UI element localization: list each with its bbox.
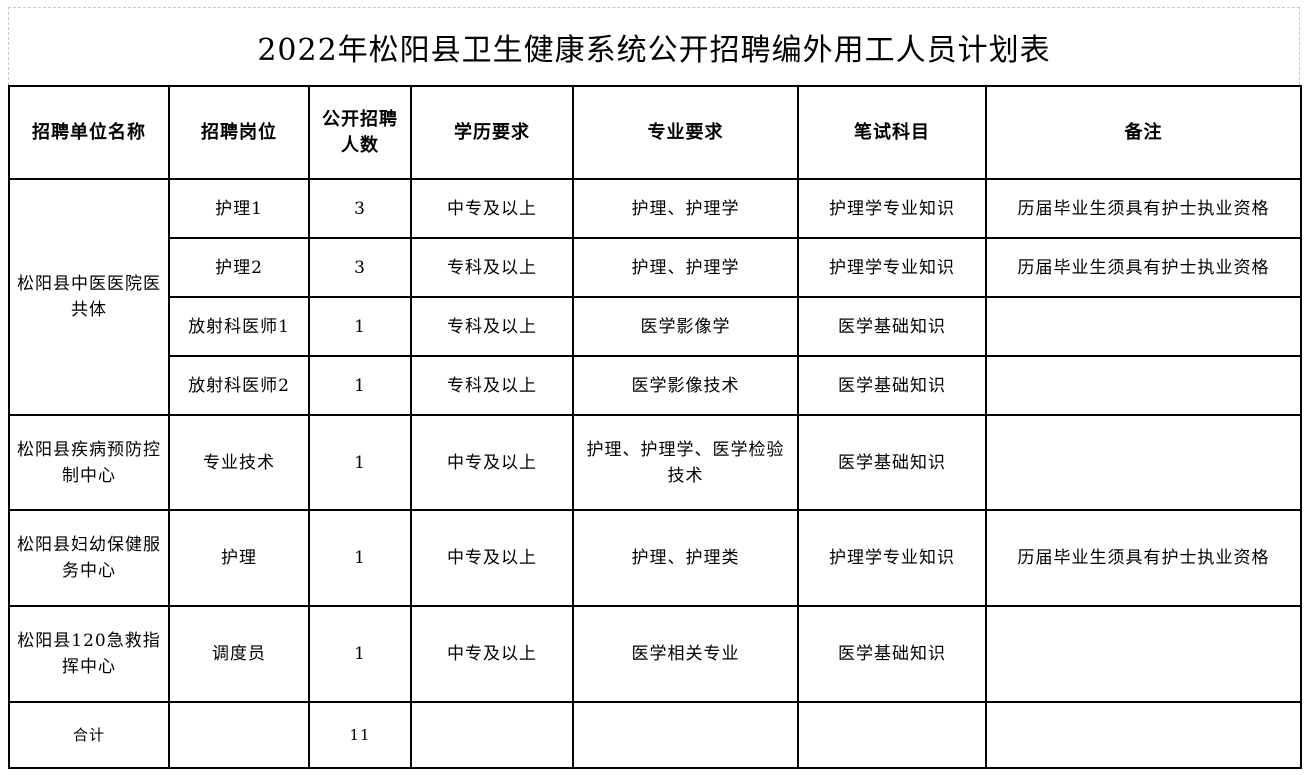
major-cell: 护理、护理学 (572, 237, 799, 298)
count-cell: 3 (308, 237, 412, 298)
count-cell: 1 (308, 605, 412, 703)
table-row: 松阳县妇幼保健服务中心 护理 1 中专及以上 护理、护理类 护理学专业知识 历届毕业生须具有… (8, 509, 1302, 607)
position-cell: 护理2 (168, 237, 310, 298)
table-row: 放射科医师1 1 专科及以上 医学影像学 医学基础知识 (9, 296, 1302, 357)
empty-cell (985, 701, 1302, 769)
empty-cell (797, 701, 987, 769)
note-cell: 历届毕业生须具有护士执业资格 (985, 237, 1302, 298)
table-row: 松阳县120急救指挥中心 调度员 1 中专及以上 医学相关专业 医学基础知识 (8, 605, 1302, 703)
note-cell: 历届毕业生须具有护士执业资格 (985, 178, 1302, 239)
table-row: 松阳县中医医院医共体 护理1 3 中专及以上 护理、护理学 护理学专业知识 历届毕业生须具有… (8, 178, 1302, 416)
header-note: 备注 (985, 85, 1302, 180)
major-cell: 医学影像学 (572, 296, 799, 357)
position-cell: 放射科医师1 (168, 296, 310, 357)
count-cell: 1 (308, 296, 412, 357)
major-cell: 医学影像技术 (572, 355, 799, 416)
table-row: 松阳县疾病预防控制中心 专业技术 1 中专及以上 护理、护理学、医学检验技术 医学基础知识 (8, 414, 1302, 511)
position-cell: 专业技术 (168, 414, 310, 511)
education-cell: 中专及以上 (410, 605, 574, 703)
total-count-cell: 11 (308, 701, 412, 769)
unit-name-cell: 松阳县120急救指挥中心 (8, 605, 170, 703)
education-cell: 中专及以上 (410, 178, 574, 239)
position-cell: 护理1 (168, 178, 310, 239)
table-row: 护理2 3 专科及以上 护理、护理学 护理学专业知识 历届毕业生须具有护士执业资格 (9, 237, 1302, 298)
major-cell: 护理、护理学、医学检验技术 (572, 414, 799, 511)
total-row: 合计 11 (8, 701, 1302, 769)
exam-cell: 医学基础知识 (797, 355, 987, 416)
unit-name-cell: 松阳县中医医院医共体 (8, 178, 170, 416)
table-row: 放射科医师2 1 专科及以上 医学影像技术 医学基础知识 (9, 355, 1302, 416)
empty-cell (410, 701, 574, 769)
note-cell: 历届毕业生须具有护士执业资格 (985, 509, 1302, 607)
total-label-cell: 合计 (8, 701, 170, 769)
position-cell: 护理 (168, 509, 310, 607)
title-area: 2022年松阳县卫生健康系统公开招聘编外用工人员计划表 (8, 7, 1300, 85)
exam-cell: 护理学专业知识 (797, 178, 987, 239)
education-cell: 中专及以上 (410, 509, 574, 607)
header-major: 专业要求 (572, 85, 799, 180)
exam-cell: 护理学专业知识 (797, 237, 987, 298)
header-count: 公开招聘人数 (308, 85, 412, 180)
position-cell: 放射科医师2 (168, 355, 310, 416)
header-unit: 招聘单位名称 (8, 85, 170, 180)
header-row: 招聘单位名称 招聘岗位 公开招聘人数 学历要求 专业要求 笔试科目 备注 (8, 85, 1302, 180)
exam-cell: 医学基础知识 (797, 296, 987, 357)
unit-name-cell: 松阳县疾病预防控制中心 (8, 414, 170, 511)
education-cell: 专科及以上 (410, 355, 574, 416)
count-cell: 3 (308, 178, 412, 239)
header-exam: 笔试科目 (797, 85, 987, 180)
position-cell: 调度员 (168, 605, 310, 703)
exam-cell: 护理学专业知识 (797, 509, 987, 607)
education-cell: 专科及以上 (410, 296, 574, 357)
major-cell: 护理、护理类 (572, 509, 799, 607)
header-education: 学历要求 (410, 85, 574, 180)
education-cell: 中专及以上 (410, 414, 574, 511)
count-cell: 1 (308, 355, 412, 416)
exam-cell: 医学基础知识 (797, 605, 987, 703)
note-cell (985, 296, 1302, 357)
page-title: 2022年松阳县卫生健康系统公开招聘编外用工人员计划表 (257, 32, 1051, 68)
empty-cell (168, 701, 310, 769)
education-cell: 专科及以上 (410, 237, 574, 298)
count-cell: 1 (308, 509, 412, 607)
header-position: 招聘岗位 (168, 85, 310, 180)
exam-cell: 医学基础知识 (797, 414, 987, 511)
count-cell: 1 (308, 414, 412, 511)
recruitment-plan-table: 招聘单位名称 招聘岗位 公开招聘人数 学历要求 专业要求 笔试科目 备注 松阳县中医医院医共体… (8, 85, 1302, 769)
major-cell: 医学相关专业 (572, 605, 799, 703)
unit-name-cell: 松阳县妇幼保健服务中心 (8, 509, 170, 607)
major-cell: 护理、护理学 (572, 178, 799, 239)
note-cell (985, 414, 1302, 511)
note-cell (985, 355, 1302, 416)
empty-cell (572, 701, 799, 769)
note-cell (985, 605, 1302, 703)
